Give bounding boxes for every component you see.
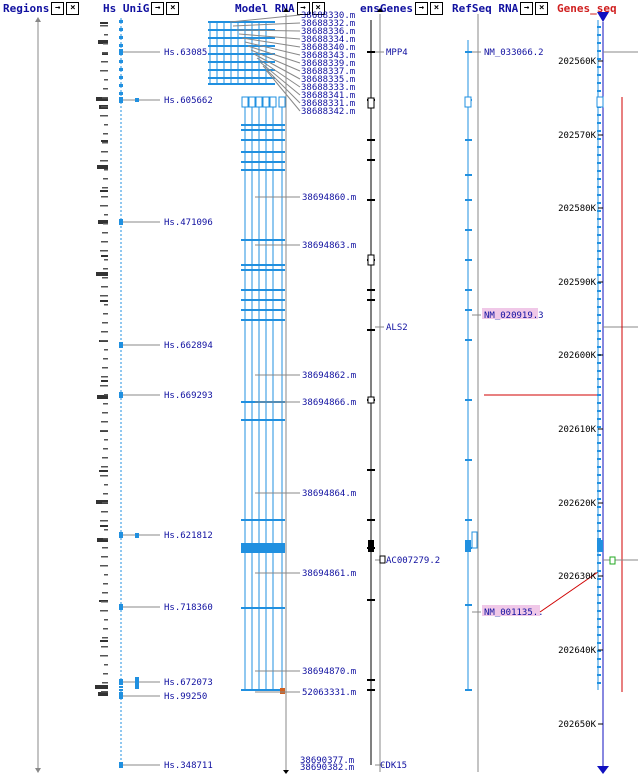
unigene-label[interactable]: Hs.662894 — [164, 341, 213, 351]
ensgene-label[interactable]: AC007279.2 — [386, 556, 440, 566]
model-rna-label[interactable]: 38688337.m — [301, 67, 355, 77]
expand-track-button-model[interactable]: → — [296, 1, 310, 15]
ruler-tick-label: 202590K — [558, 278, 597, 288]
expand-track-button-regions[interactable]: → — [51, 1, 65, 15]
close-track-button-regions[interactable]: × — [66, 1, 80, 15]
ruler-tick-label: 202630K — [558, 572, 597, 582]
unigene-label[interactable]: Hs.718360 — [164, 603, 213, 613]
model-rna-label[interactable]: 38688336.m — [301, 27, 355, 37]
unigene-label[interactable]: Hs.63085 — [164, 48, 207, 58]
model-rna-label[interactable]: 52063331.m — [302, 688, 356, 698]
close-track-button-unigene[interactable]: × — [166, 1, 180, 15]
model-rna-label[interactable]: 38694860.m — [302, 193, 356, 203]
model-rna-label[interactable]: 38688342.m — [301, 107, 355, 117]
feature-labels: Hs.63085 Hs.605662 Hs.471096 Hs.662894 Hs.66… — [164, 11, 597, 773]
unigene-label[interactable]: Hs.669293 — [164, 391, 213, 401]
unigene-label[interactable]: Hs.348711 — [164, 761, 213, 771]
model-rna-label[interactable]: 38694870.m — [302, 667, 356, 677]
expand-track-button-refseq[interactable]: → — [520, 1, 534, 15]
static-graphics — [35, 8, 638, 774]
ruler-tick-label: 202640K — [558, 646, 597, 656]
model-rna-label[interactable]: 38694864.m — [302, 489, 356, 499]
model-rna-label[interactable]: 38688330.m — [301, 11, 355, 21]
ruler-tick-label: 202610K — [558, 425, 597, 435]
model-rna-label[interactable]: 38688332.m — [301, 19, 355, 29]
ruler-tick-label: 202580K — [558, 204, 597, 214]
refseq-label[interactable]: NM_033066.2 — [484, 48, 544, 58]
expand-track-button-ensgenes[interactable]: → — [414, 1, 428, 15]
track-header-unigene: Hs UniG → × — [103, 0, 180, 16]
ruler-tick-label: 202570K — [558, 131, 597, 141]
ensgene-label[interactable]: ALS2 — [386, 323, 408, 333]
unigene-label[interactable]: Hs.99250 — [164, 692, 207, 702]
model-rna-label[interactable]: 38688335.m — [301, 75, 355, 85]
model-rna-label[interactable]: 38694863.m — [302, 241, 356, 251]
refseq-label[interactable]: NM_001135.. — [484, 608, 544, 618]
close-track-button-ensgenes[interactable]: × — [429, 1, 443, 15]
track-title-refseq: RefSeq RNA — [452, 1, 519, 15]
track-title-genesseq: Genes_seq — [557, 1, 617, 15]
model-rna-label[interactable]: 38690382.m — [300, 763, 354, 773]
ensgene-label[interactable]: MPP4 — [386, 48, 408, 58]
ruler-tick-label: 202620K — [558, 499, 597, 509]
track-header-refseq: RefSeq RNA → × — [452, 0, 549, 16]
refseq-label[interactable]: NM_020919.3 — [484, 311, 544, 321]
model-rna-label[interactable]: 38694866.m — [302, 398, 356, 408]
unigene-label[interactable]: Hs.621812 — [164, 531, 213, 541]
close-track-button-model[interactable]: × — [311, 1, 325, 15]
model-rna-label[interactable]: 38688343.m — [301, 51, 355, 61]
unigene-label[interactable]: Hs.605662 — [164, 96, 213, 106]
track-header-ensgenes: ensGenes → × — [360, 0, 443, 16]
model-rna-label[interactable]: 38688331.m — [301, 99, 355, 109]
ruler-tick-label: 202560K — [558, 57, 597, 67]
model-rna-label[interactable]: 38688333.m — [301, 83, 355, 93]
model-rna-label[interactable]: 38694861.m — [302, 569, 356, 579]
track-title-regions: Regions — [3, 1, 50, 15]
track-title-unigene: Hs UniG — [103, 1, 150, 15]
model-rna-label[interactable]: 38690377.m — [300, 756, 354, 766]
unigene-label[interactable]: Hs.672073 — [164, 678, 213, 688]
ruler-tick-label: 202650K — [558, 720, 597, 730]
track-title-ensgenes: ensGenes — [360, 1, 413, 15]
track-header-model: Model RNA → × — [235, 0, 325, 16]
close-track-button-refseq[interactable]: × — [535, 1, 549, 15]
ensgene-label[interactable]: CDK15 — [380, 761, 407, 771]
ruler-tick-label: 202600K — [558, 351, 597, 361]
model-rna-label[interactable]: 38694862.m — [302, 371, 356, 381]
track-title-model: Model RNA — [235, 1, 295, 15]
track-header-regions: Regions → × — [3, 0, 80, 16]
model-rna-label[interactable]: 38688339.m — [301, 59, 355, 69]
track-header-genesseq: Genes_seq — [557, 0, 617, 16]
unigene-label[interactable]: Hs.471096 — [164, 218, 213, 228]
model-rna-label[interactable]: 38688340.m — [301, 43, 355, 53]
expand-track-button-unigene[interactable]: → — [151, 1, 165, 15]
model-rna-label[interactable]: 38688341.m — [301, 91, 355, 101]
model-rna-label[interactable]: 38688334.m — [301, 35, 355, 45]
